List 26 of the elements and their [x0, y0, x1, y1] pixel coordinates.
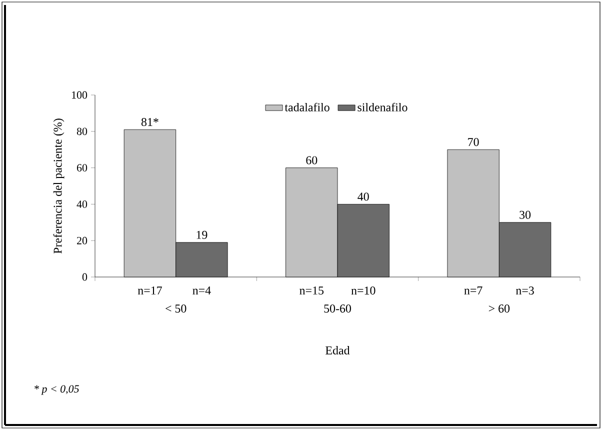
x-tick-label: 50-60	[324, 304, 351, 313]
legend-label: tadalafilo	[284, 102, 330, 112]
x-axis-title: Edad	[326, 346, 350, 354]
text: n=4	[192, 286, 211, 294]
text: n=10	[351, 286, 376, 295]
y-tick-label: 40	[76, 200, 88, 208]
y-tick-label: 100	[72, 91, 88, 99]
data-label: 30	[520, 210, 531, 219]
text: n=17	[138, 286, 162, 294]
legend-label: sildenafilo	[358, 102, 408, 112]
data-label: 40	[358, 192, 369, 201]
text: n=3	[516, 286, 534, 295]
text: * p < 0,05	[34, 385, 79, 395]
y-tick-label: 0	[82, 273, 88, 281]
data-label: 81*	[141, 118, 158, 126]
text: n=15	[300, 286, 324, 295]
y-tick-label: 60	[76, 164, 88, 172]
data-label: 70	[468, 138, 479, 146]
x-tick-label: < 50	[166, 304, 186, 313]
y-tick-label: 20	[77, 236, 88, 244]
x-tick-label: > 60	[488, 304, 510, 313]
data-label: 19	[196, 230, 208, 239]
y-axis-title: Preferencia del paciente (%)	[53, 118, 64, 254]
text: n=7	[464, 286, 482, 294]
y-tick-label: 80	[76, 128, 88, 136]
data-label: 60	[306, 156, 318, 164]
